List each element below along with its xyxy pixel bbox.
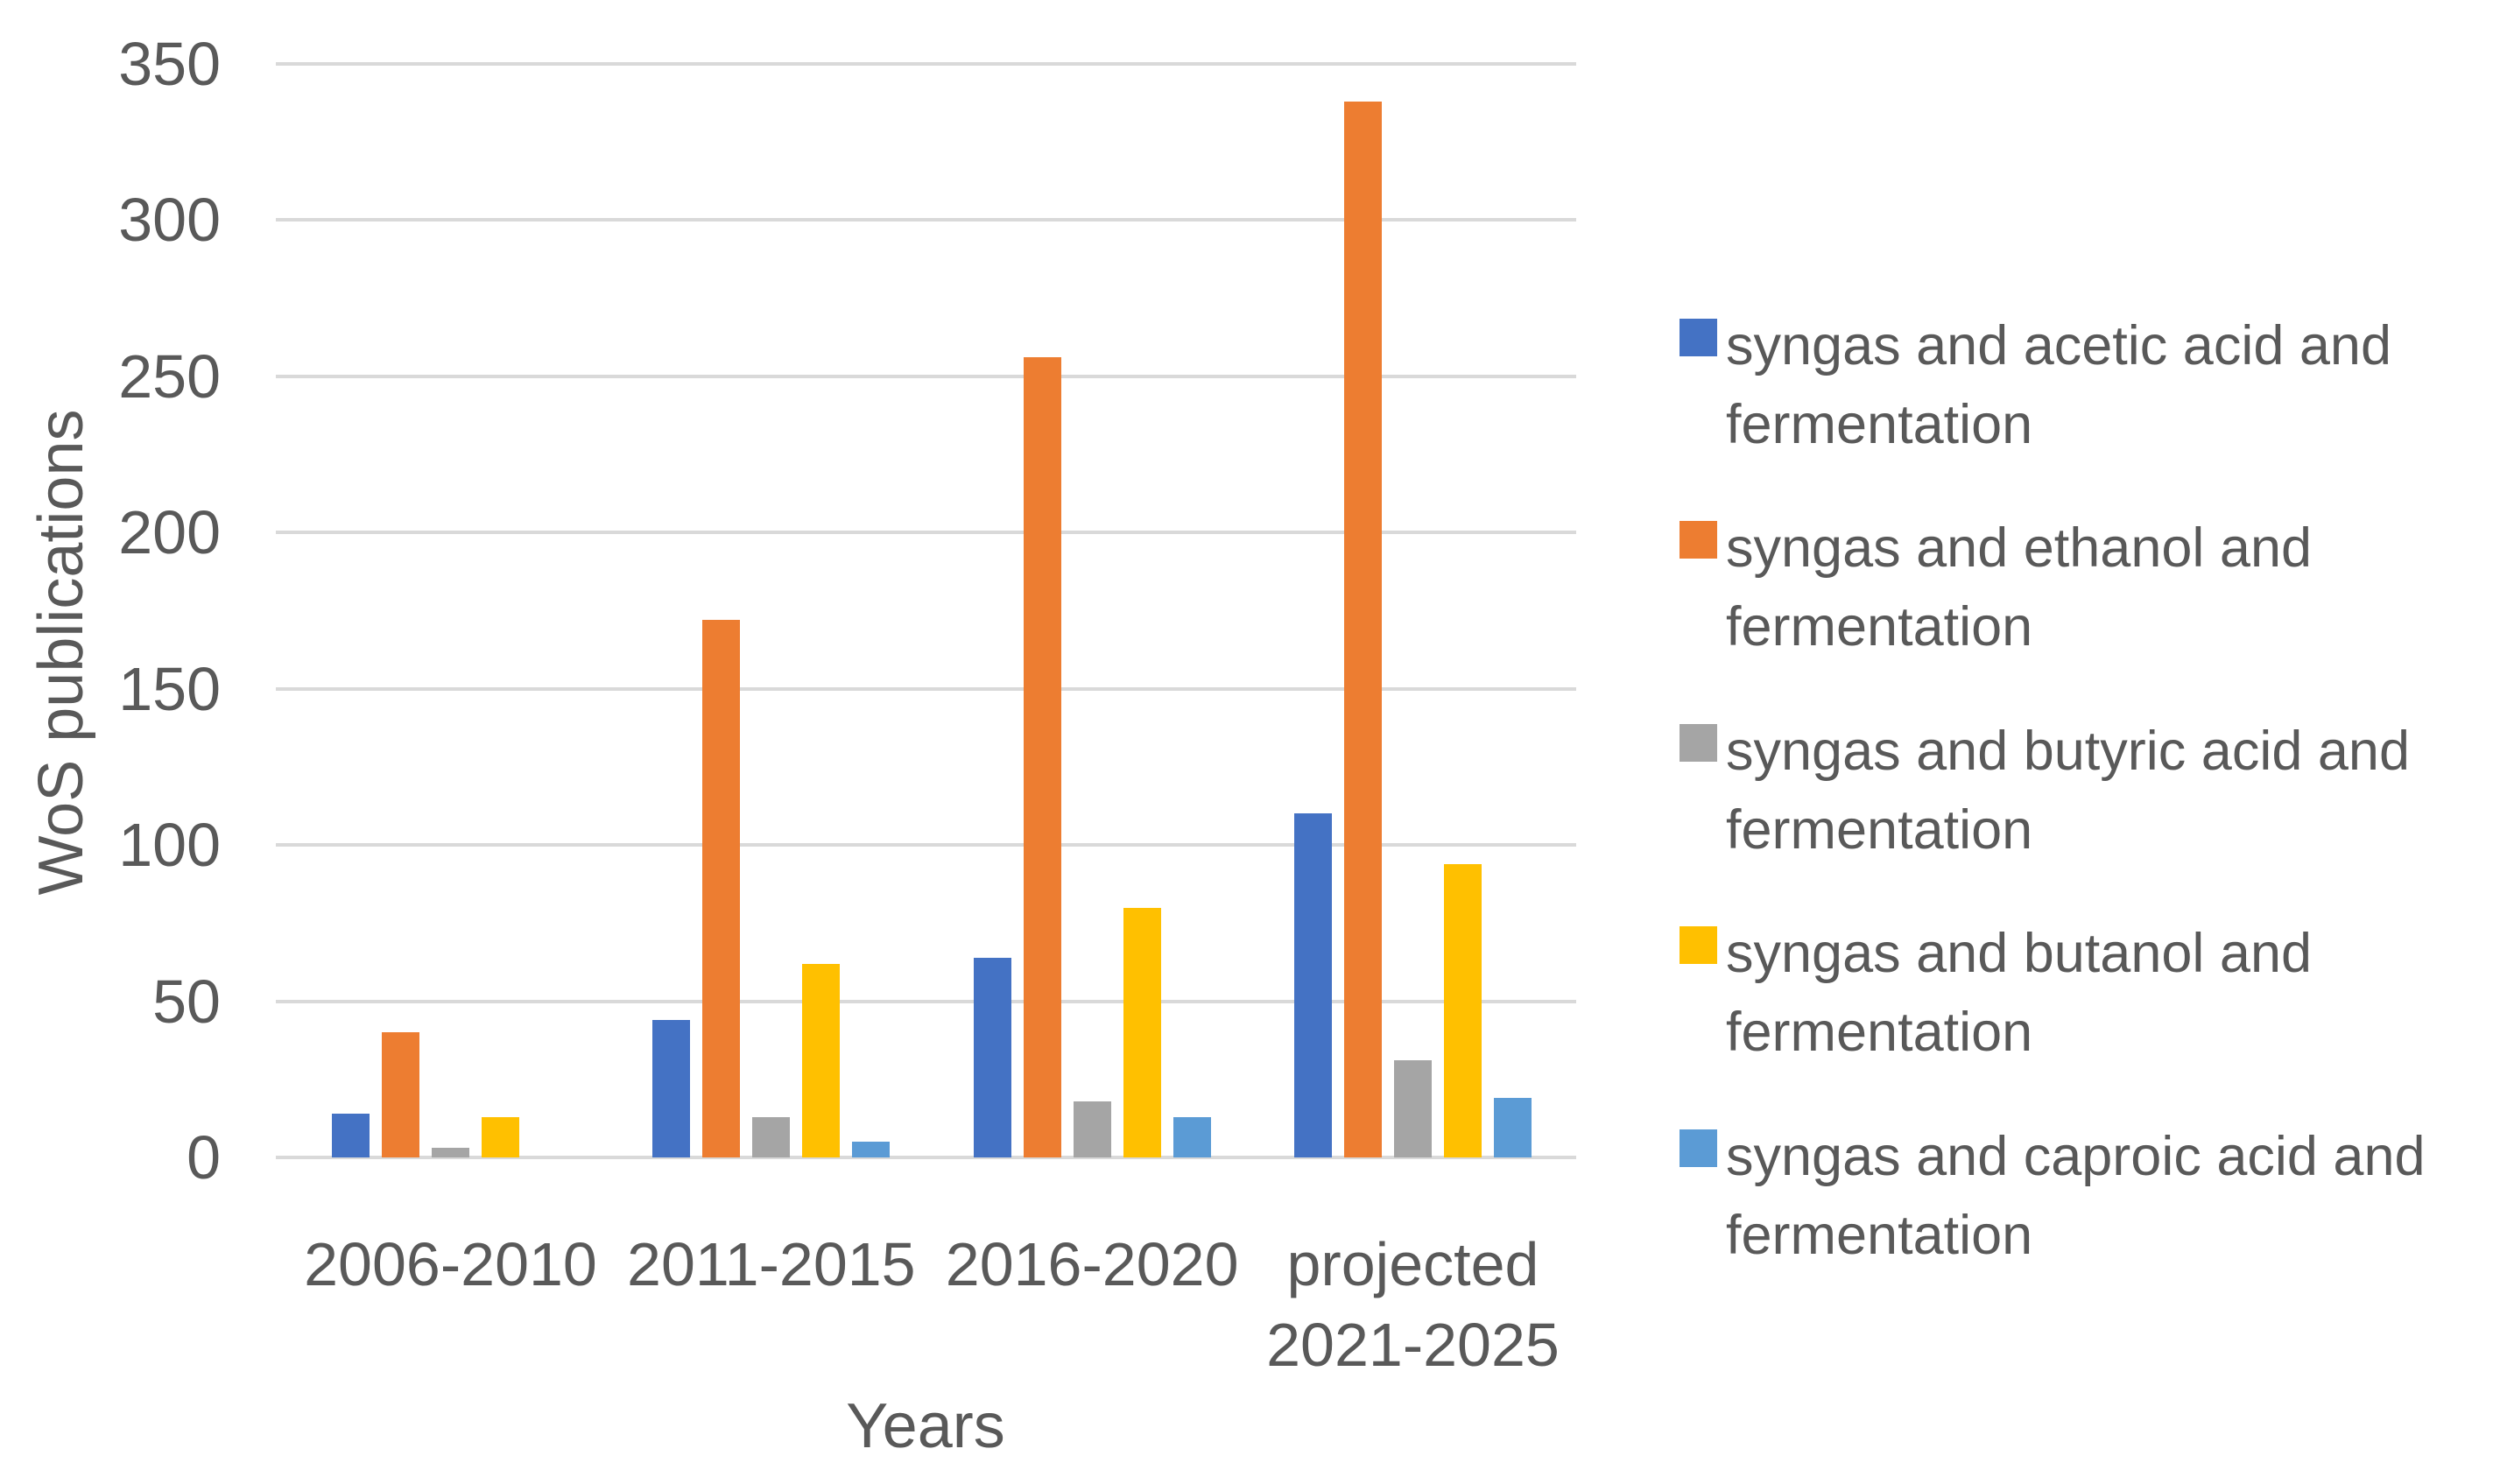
bar-series1-cat2 bbox=[652, 1019, 691, 1157]
legend-item-3: syngas and butyric acid and fermentation bbox=[1680, 712, 2494, 869]
legend-swatch-1 bbox=[1680, 319, 1717, 356]
gridline-y-200 bbox=[276, 531, 1576, 535]
gridline-y-0 bbox=[276, 1156, 1576, 1159]
gridline-y-100 bbox=[276, 843, 1576, 847]
y-tick-label-200: 200 bbox=[118, 498, 221, 567]
bar-series4-cat4 bbox=[1443, 863, 1482, 1157]
y-tick-label-50: 50 bbox=[152, 967, 221, 1036]
bar-series3-cat4 bbox=[1393, 1060, 1432, 1157]
bar-series1-cat4 bbox=[1293, 813, 1332, 1157]
x-tick-label-3: 2016-2020 bbox=[945, 1230, 1239, 1298]
bar-series3-cat1 bbox=[432, 1148, 469, 1157]
y-tick-label-100: 100 bbox=[118, 811, 221, 880]
bar-series3-cat2 bbox=[752, 1116, 791, 1157]
y-tick-label-250: 250 bbox=[118, 341, 221, 411]
bar-series2-cat4 bbox=[1343, 101, 1382, 1157]
legend-swatch-3 bbox=[1680, 724, 1717, 762]
legend-swatch-2 bbox=[1680, 521, 1717, 559]
legend-label-3: syngas and butyric acid and fermentation bbox=[1726, 721, 2410, 861]
legend-item-4: syngas and butanol and fermentation bbox=[1680, 914, 2494, 1072]
bar-series5-cat2 bbox=[852, 1142, 891, 1157]
x-axis-title: Years bbox=[846, 1391, 1005, 1461]
bar-series2-cat1 bbox=[382, 1032, 419, 1157]
gridline-y-350 bbox=[276, 62, 1576, 66]
y-tick-label-150: 150 bbox=[118, 654, 221, 723]
gridline-y-250 bbox=[276, 374, 1576, 378]
bar-series5-cat3 bbox=[1173, 1116, 1211, 1157]
bar-series1-cat3 bbox=[973, 957, 1011, 1157]
legend-label-5: syngas and caproic acid and fermentation bbox=[1726, 1126, 2426, 1266]
legend-swatch-4 bbox=[1680, 926, 1717, 964]
y-tick-label-0: 0 bbox=[187, 1123, 221, 1192]
y-tick-label-300: 300 bbox=[118, 186, 221, 255]
legend-item-1: syngas and acetic acid and fermentation bbox=[1680, 306, 2494, 464]
legend-item-2: syngas and ethanol and fermentation bbox=[1680, 509, 2494, 666]
bar-series4-cat3 bbox=[1123, 907, 1161, 1157]
gridline-y-150 bbox=[276, 686, 1576, 691]
x-tick-label-1: 2006-2010 bbox=[304, 1230, 597, 1298]
legend-label-2: syngas and ethanol and fermentation bbox=[1726, 517, 2313, 658]
y-tick-label-350: 350 bbox=[118, 30, 221, 98]
gridline-y-50 bbox=[276, 999, 1576, 1003]
bar-series5-cat4 bbox=[1493, 1098, 1532, 1157]
legend-item-5: syngas and caproic acid and fermentation bbox=[1680, 1117, 2494, 1275]
x-tick-label-2: 2011-2015 bbox=[627, 1230, 916, 1298]
legend-label-4: syngas and butanol and fermentation bbox=[1726, 923, 2313, 1063]
legend-label-1: syngas and acetic acid and fermentation bbox=[1726, 315, 2391, 455]
legend-swatch-5 bbox=[1680, 1129, 1717, 1167]
gridline-y-300 bbox=[276, 218, 1576, 222]
bar-series4-cat1 bbox=[482, 1116, 519, 1157]
x-tick-label-4: projected 2021-2025 bbox=[1266, 1230, 1560, 1379]
bar-series1-cat1 bbox=[332, 1114, 370, 1157]
bar-series2-cat3 bbox=[1023, 357, 1061, 1157]
bar-series3-cat3 bbox=[1073, 1101, 1111, 1157]
bar-series2-cat2 bbox=[702, 620, 741, 1157]
bar-series4-cat2 bbox=[802, 963, 841, 1157]
